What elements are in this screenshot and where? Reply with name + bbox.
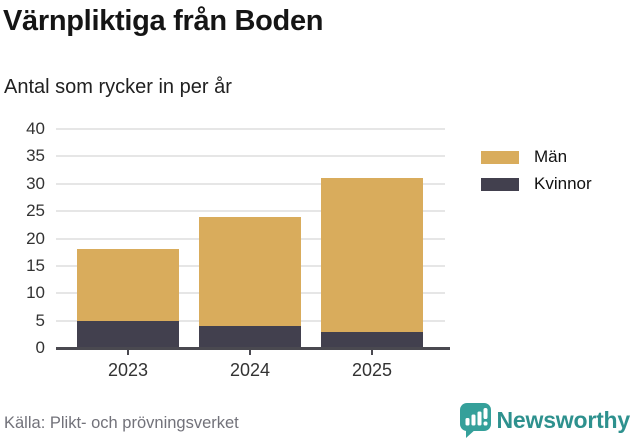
chart-subtitle: Antal som rycker in per år — [4, 76, 232, 98]
y-tick-label: 35 — [26, 146, 45, 166]
y-tick-label: 20 — [26, 228, 45, 248]
legend-label: Kvinnor — [534, 174, 592, 193]
y-tick-label: 15 — [26, 255, 45, 275]
legend: Män Kvinnor — [481, 147, 592, 194]
y-tick-label: 0 — [35, 338, 45, 357]
gridline — [56, 155, 445, 158]
y-tick-label: 40 — [26, 119, 45, 138]
gridline — [56, 128, 445, 130]
x-axis-tick — [249, 349, 251, 355]
x-axis-tick — [371, 349, 373, 355]
y-tick-label: 5 — [35, 310, 45, 330]
bar-segment-kvinnor-2023 — [77, 320, 179, 348]
x-tick-label: 2024 — [229, 360, 271, 380]
gridline — [56, 182, 445, 185]
legend-item-män: Män — [481, 147, 592, 167]
x-axis-line — [56, 347, 450, 350]
bar-segment-män-2024 — [199, 216, 301, 327]
bar-segment-kvinnor-2024 — [199, 326, 301, 348]
x-tick-label: 2025 — [351, 360, 393, 380]
x-axis-tick — [127, 349, 129, 355]
legend-swatch — [481, 150, 519, 164]
bar-segment-män-2025 — [321, 178, 423, 332]
bar-chart-speech-bubble-icon — [459, 403, 491, 438]
brand-name: Newsworthy — [496, 406, 631, 433]
gridline — [56, 210, 445, 213]
source-note: Källa: Plikt- och prövningsverket — [4, 414, 239, 432]
y-tick-label: 10 — [26, 283, 45, 303]
x-tick-label: 2023 — [107, 360, 149, 380]
legend-label: Män — [534, 147, 568, 166]
legend-item-kvinnor: Kvinnor — [481, 174, 592, 194]
bar-segment-män-2023 — [77, 249, 179, 321]
bar-segment-kvinnor-2025 — [321, 331, 423, 348]
page-title: Värnpliktiga från Boden — [3, 5, 324, 37]
legend-swatch — [481, 177, 519, 191]
y-tick-label: 30 — [26, 173, 45, 193]
newsworthy-logo[interactable]: Newsworthy — [459, 402, 630, 438]
y-tick-label: 25 — [26, 201, 45, 221]
